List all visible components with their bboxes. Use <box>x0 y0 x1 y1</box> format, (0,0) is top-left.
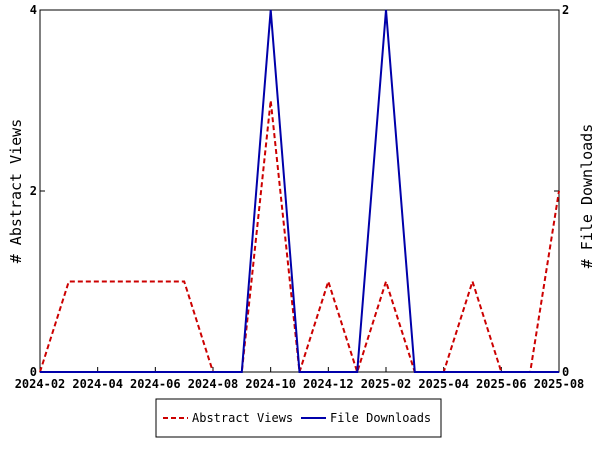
y-right-tick-label: 0 <box>562 365 569 379</box>
y-right-tick-label: 2 <box>562 3 569 17</box>
y-axis-left-title: # Abstract Views <box>7 119 25 264</box>
x-tick-label: 2025-04 <box>418 377 469 391</box>
y-left-tick-label: 4 <box>30 3 37 17</box>
x-tick-label: 2025-06 <box>476 377 527 391</box>
plot-area <box>40 10 559 372</box>
y-axis-right-title: # File Downloads <box>578 124 596 269</box>
y-left-tick-label: 0 <box>30 365 37 379</box>
x-tick-label: 2024-06 <box>130 377 181 391</box>
x-tick-label: 2024-08 <box>188 377 239 391</box>
x-tick-label: 2024-12 <box>303 377 354 391</box>
y-left-tick-label: 2 <box>30 184 37 198</box>
x-tick-label: 2025-08 <box>534 377 585 391</box>
x-tick-label: 2025-02 <box>361 377 412 391</box>
legend-label-file-downloads: File Downloads <box>330 411 431 425</box>
legend-label-abstract-views: Abstract Views <box>192 411 293 425</box>
x-tick-label: 2024-04 <box>72 377 123 391</box>
legend: Abstract Views File Downloads <box>156 399 441 437</box>
x-tick-label: 2024-02 <box>15 377 66 391</box>
x-tick-label: 2024-10 <box>245 377 296 391</box>
